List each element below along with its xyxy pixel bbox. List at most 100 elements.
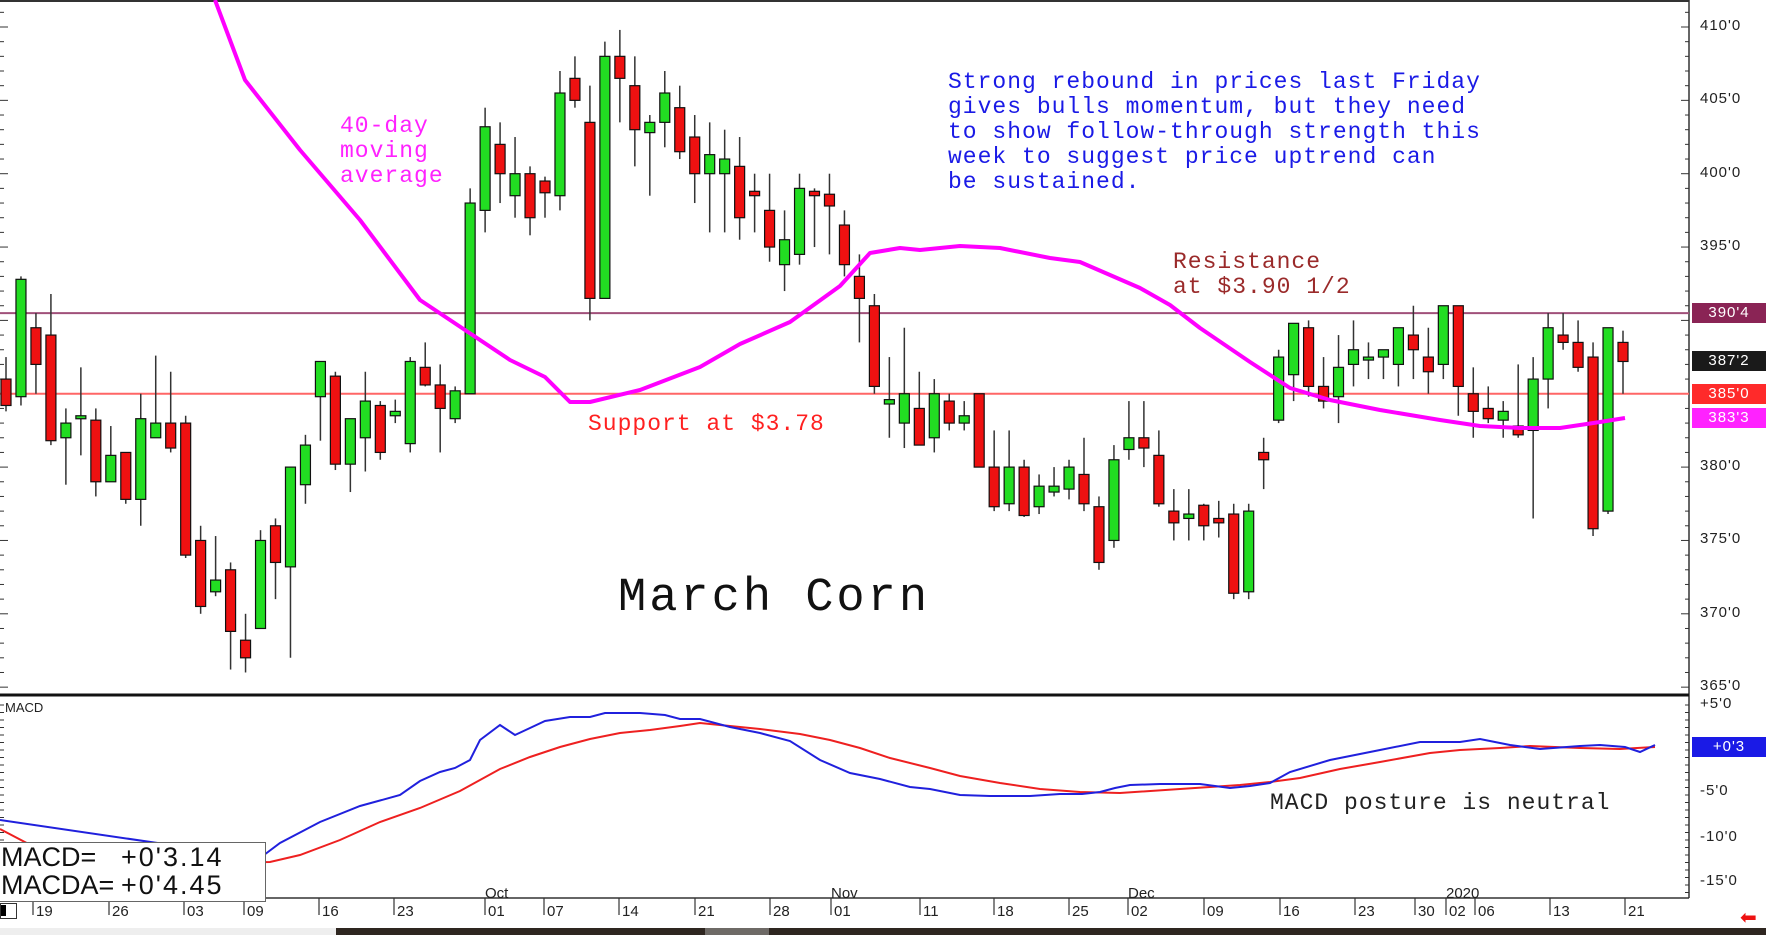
commentary-annotation: Strong rebound in prices last Friday giv… (948, 69, 1481, 195)
candle-body (180, 422, 192, 556)
date-tick-label: 16 (322, 903, 339, 920)
candle-body (913, 407, 925, 446)
candle-body (524, 173, 536, 219)
macd-value-tag: +0'3 (1692, 737, 1766, 757)
candle-body (584, 121, 596, 299)
candle-body (1228, 513, 1240, 594)
candle-body (1048, 485, 1060, 493)
candle-body (1332, 366, 1345, 398)
candle-body (659, 92, 671, 123)
date-tick-label: 01 (834, 903, 851, 920)
candle-body (494, 143, 506, 175)
candle-body (1542, 327, 1554, 380)
scroll-start-button[interactable] (0, 903, 17, 919)
candle-body (1497, 410, 1509, 421)
scrollbar-grip[interactable] (705, 928, 769, 935)
macd-tick-label: +5'0 (1700, 695, 1733, 712)
support-annotation: Support at $3.78 (588, 411, 825, 437)
candle-body (1168, 510, 1180, 524)
date-tick-label: 03 (187, 903, 204, 920)
month-label: Nov (831, 885, 858, 902)
candle-body (1452, 305, 1464, 388)
macd-posture-annotation: MACD posture is neutral (1270, 790, 1611, 816)
price-tick-label: 375'0 (1700, 530, 1742, 548)
candle-body (150, 422, 162, 439)
candle-body (1018, 466, 1030, 517)
candle-body (1138, 437, 1150, 449)
macd-tick-label: -15'0 (1700, 872, 1738, 889)
scrollbar-thumb[interactable] (336, 928, 1766, 935)
date-tick-label: 19 (36, 903, 53, 920)
candle-body (329, 375, 341, 465)
price-tick-label: 365'0 (1700, 677, 1742, 695)
candle-body (299, 444, 312, 486)
candle-body (30, 327, 42, 366)
candle-body (898, 393, 910, 424)
candle-body (689, 136, 701, 175)
date-tick-label: 23 (1358, 903, 1375, 920)
candle-body (1108, 459, 1120, 542)
candle-body (1288, 322, 1300, 376)
candle-body (60, 422, 72, 439)
candle-body (719, 158, 731, 175)
candle-body (838, 224, 851, 266)
price-tick-label: 405'0 (1700, 90, 1742, 108)
candle-body (749, 190, 761, 197)
candle-body (75, 415, 87, 420)
candle-body (1557, 334, 1569, 344)
macd-tick-label: -5'0 (1700, 782, 1729, 799)
date-tick-label: 21 (698, 903, 715, 920)
price-tick-label: 380'0 (1700, 457, 1742, 475)
candle-body (1302, 327, 1315, 388)
chart-title: March Corn (618, 572, 931, 625)
candle-body (1243, 510, 1255, 593)
candle-body (958, 415, 970, 424)
candle-body (1258, 451, 1270, 461)
price-tick-label: 370'0 (1700, 603, 1742, 621)
candle-body (1273, 356, 1285, 421)
candle-body (1467, 393, 1479, 412)
candle-body (120, 451, 132, 500)
macd-line (0, 712, 1656, 860)
date-tick-label: 28 (773, 903, 790, 920)
candle-body (1362, 356, 1375, 361)
candle-body (1093, 506, 1105, 564)
candle-body (105, 454, 117, 483)
candle-body (629, 85, 641, 131)
date-tick-label: 21 (1628, 903, 1645, 920)
date-tick-label: 06 (1478, 903, 1495, 920)
price-tick-label: 410'0 (1700, 17, 1742, 34)
candle-body (883, 399, 895, 405)
candle-body (793, 187, 806, 255)
month-label: Dec (1128, 885, 1155, 902)
candle-body (1213, 517, 1225, 524)
moving-average-annotation: 40-day moving average (340, 113, 444, 189)
candle-body (734, 165, 746, 219)
candle-body (1437, 305, 1449, 366)
candle-body (1482, 407, 1494, 420)
date-tick-label: 18 (997, 903, 1014, 920)
price-tag-last-price: 387'2 (1692, 350, 1766, 371)
candle-body (778, 239, 791, 266)
candle-body (853, 275, 866, 299)
candle-body (644, 121, 656, 134)
macd-signal-line (0, 721, 1656, 868)
candle-body (973, 393, 985, 468)
candle-body (389, 410, 401, 417)
candle-body (599, 55, 611, 299)
scroll-left-arrow-icon[interactable]: ⬅ (1740, 905, 1757, 929)
date-tick-label: 23 (397, 903, 414, 920)
candle-body (554, 92, 566, 197)
price-tag-support: 385'0 (1692, 383, 1766, 404)
month-label: Oct (485, 885, 509, 902)
readout-macda-value: +0'4.45 (121, 870, 224, 900)
candle-body (434, 384, 446, 410)
candle-body (344, 418, 356, 465)
candle-body (1407, 334, 1419, 351)
candle-body (1317, 385, 1330, 402)
candle-body (928, 393, 940, 439)
candle-body (0, 378, 12, 407)
date-tick-label: 09 (247, 903, 264, 920)
candle-body (1063, 466, 1075, 490)
